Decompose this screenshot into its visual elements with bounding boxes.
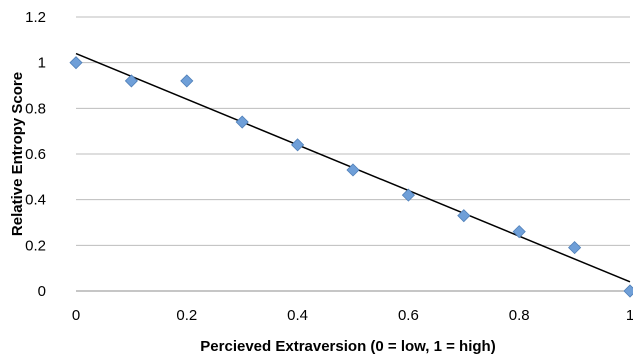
y-axis-title: Relative Entropy Score [9, 72, 26, 236]
x-tick-labels: 0 0.2 0.4 0.6 0.8 1 [72, 307, 633, 324]
data-point [623, 284, 633, 298]
y-tick-label: 0.8 [25, 100, 46, 117]
y-tick-label: 0.6 [25, 146, 46, 163]
y-tick-label: 0.4 [25, 192, 46, 209]
x-tick-label: 0.4 [287, 307, 308, 324]
data-point [457, 209, 471, 223]
data-points [69, 56, 633, 298]
y-tick-label: 1.2 [25, 9, 46, 26]
data-point [180, 74, 194, 88]
data-point [291, 138, 305, 152]
x-tick-label: 0 [72, 307, 80, 324]
y-tick-label: 1 [38, 55, 46, 72]
data-point [346, 163, 360, 177]
x-tick-label: 0.6 [398, 307, 419, 324]
data-point [235, 115, 249, 129]
x-tick-label: 0.2 [176, 307, 197, 324]
x-tick-label: 1 [626, 307, 633, 324]
y-tick-label: 0.2 [25, 237, 46, 254]
x-tick-label: 0.8 [509, 307, 530, 324]
y-tick-label: 0 [38, 283, 46, 300]
gridlines [76, 16, 630, 246]
data-point [124, 74, 138, 88]
data-point [69, 56, 83, 70]
data-point [512, 225, 526, 239]
x-axis-title: Percieved Extraversion (0 = low, 1 = hig… [200, 338, 495, 355]
data-point [401, 188, 415, 202]
y-tick-labels: 0 0.2 0.4 0.6 0.8 1 1.2 [25, 9, 46, 300]
data-point [568, 241, 582, 255]
